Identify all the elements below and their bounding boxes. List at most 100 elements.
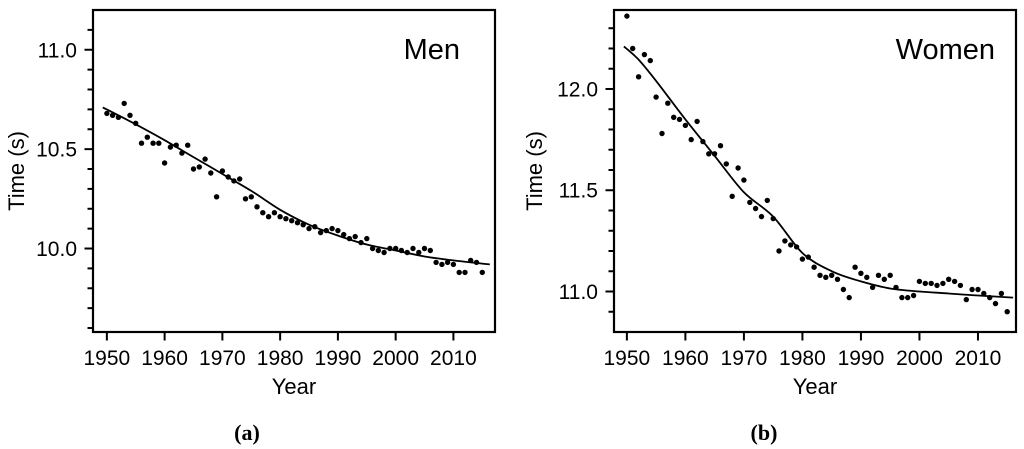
data-point	[219, 168, 226, 174]
data-point	[352, 233, 358, 240]
data-point	[190, 166, 197, 172]
data-point	[462, 269, 468, 276]
data-point	[364, 235, 370, 242]
data-point	[858, 270, 864, 276]
data-point	[706, 151, 712, 157]
data-point	[793, 244, 800, 250]
data-point	[150, 140, 156, 146]
data-point	[104, 110, 110, 117]
x-tick-label: 1950	[84, 347, 131, 370]
data-point	[840, 286, 847, 293]
data-point	[444, 259, 451, 266]
data-point	[335, 227, 341, 234]
data-point	[439, 261, 445, 268]
plot-border	[91, 8, 497, 334]
data-point	[317, 229, 324, 236]
data-point	[723, 161, 729, 167]
data-point	[225, 174, 231, 180]
data-point	[346, 235, 353, 242]
data-point	[260, 210, 266, 216]
data-point	[179, 150, 185, 156]
x-tick-label: 1970	[199, 347, 246, 370]
data-point	[121, 100, 127, 107]
scatter-points	[104, 100, 485, 276]
data-point	[829, 272, 835, 278]
data-point	[893, 284, 899, 291]
data-point	[138, 140, 145, 146]
data-point	[173, 142, 179, 148]
x-tick-label: 1990	[315, 347, 362, 370]
data-point	[433, 259, 439, 266]
x-tick-label: 1980	[779, 347, 826, 370]
men-chart: 10.0 10.5 11.0 1950 1960 1970 1980 1990 2000 2010…	[4, 8, 497, 399]
data-point	[624, 13, 630, 19]
y-tick-label: 10.5	[36, 139, 77, 162]
x-tick-label: 2010	[430, 347, 477, 370]
data-point	[957, 282, 964, 289]
data-point	[202, 156, 208, 162]
data-point	[969, 286, 975, 293]
x-tick-label: 1980	[257, 347, 304, 370]
data-point	[910, 292, 917, 299]
x-axis-label: Year	[272, 374, 316, 399]
data-point	[167, 144, 174, 150]
data-point	[242, 196, 249, 202]
y-axis-label: Time (s)	[4, 131, 29, 211]
panel-b: 11.0 11.5 12.0 1950 1960 1970 1980 1990 2000 2010…	[512, 0, 1024, 449]
data-point	[473, 259, 480, 266]
data-point	[998, 290, 1005, 297]
data-point	[665, 100, 671, 106]
data-point	[717, 143, 724, 149]
data-point	[289, 218, 295, 224]
data-point	[271, 210, 278, 216]
x-axis-ticks	[105, 332, 455, 341]
data-point	[213, 194, 220, 200]
data-point	[127, 112, 133, 119]
data-point	[817, 272, 823, 278]
data-point	[770, 215, 776, 222]
data-point	[711, 151, 718, 157]
data-point	[323, 227, 329, 234]
data-point	[283, 216, 289, 222]
fit-curve	[623, 45, 1014, 299]
data-point	[688, 136, 694, 143]
y-axis-ticks	[605, 27, 614, 313]
data-point	[934, 282, 940, 289]
y-tick-label: 10.0	[36, 238, 77, 261]
data-point	[659, 130, 665, 137]
data-point	[635, 74, 642, 80]
panel-a: 10.0 10.5 11.0 1950 1960 1970 1980 1990 2000 2010…	[4, 8, 497, 445]
data-point	[393, 245, 399, 252]
data-point	[747, 199, 753, 206]
data-point	[1004, 309, 1010, 315]
data-point	[905, 294, 911, 301]
data-point	[846, 294, 852, 301]
data-point	[630, 45, 636, 52]
data-point	[682, 122, 689, 129]
data-point	[899, 294, 905, 301]
y-axis-label: Time (s)	[522, 131, 547, 211]
data-point	[776, 248, 782, 254]
x-tick-label: 1960	[141, 347, 188, 370]
data-point	[208, 170, 214, 176]
data-point	[375, 247, 381, 254]
data-point	[987, 294, 993, 301]
data-point	[799, 256, 806, 262]
data-point	[875, 272, 882, 278]
data-point	[398, 247, 405, 254]
y-axis-ticks	[84, 28, 93, 330]
caption-b: (b)	[750, 420, 778, 445]
data-point	[729, 193, 735, 199]
data-point	[387, 245, 393, 252]
data-point	[341, 231, 347, 238]
x-axis-ticks	[625, 332, 979, 341]
data-point	[237, 176, 243, 182]
data-point	[788, 242, 794, 248]
data-point	[196, 164, 202, 170]
data-point	[109, 112, 116, 119]
x-tick-label: 2000	[372, 347, 419, 370]
data-point	[992, 300, 999, 307]
data-point	[963, 296, 969, 303]
data-point	[928, 280, 934, 287]
